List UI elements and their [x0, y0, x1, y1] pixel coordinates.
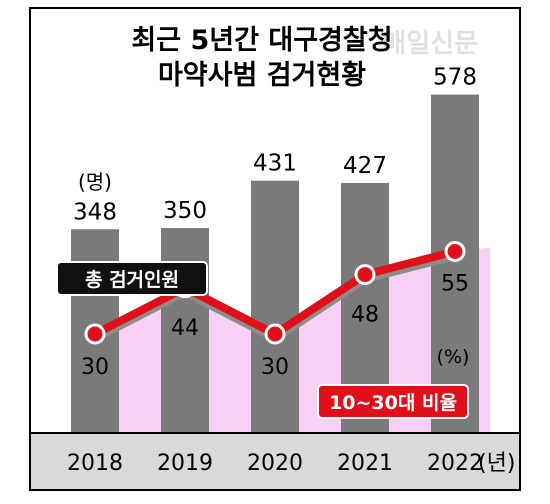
x-tick-2020: 2020 [247, 451, 303, 476]
x-tick-2022: 2022 [427, 451, 483, 476]
rate-label-2021: 48 [351, 303, 379, 328]
bar-label-2020: 431 [253, 151, 297, 177]
bar-label-2018: 348 [73, 199, 117, 225]
chart-title-line-1: 최근 5년간 대구경찰청 [131, 25, 392, 56]
legend-bar-label: 총 검거인원 [85, 269, 179, 291]
rate-point-2021 [354, 264, 376, 286]
rate-point-2022 [444, 241, 466, 262]
rate-point-2018 [84, 323, 106, 345]
x-tick-2018: 2018 [67, 451, 123, 476]
tick-layer: 2018 2019 2020 2021 2022 [67, 451, 483, 476]
label-layer: 348 350 431 427 578 30 44 30 48 55 [73, 65, 477, 380]
rate-label-2018: 30 [81, 355, 109, 380]
rate-point-2020 [264, 323, 286, 345]
bar-label-2022: 578 [433, 65, 477, 91]
rate-label-2019: 44 [171, 316, 199, 341]
rate-label-2022: 55 [441, 272, 469, 297]
legend-line-box [317, 384, 469, 419]
x-axis-strip [31, 433, 519, 489]
x-unit-label: (년) [478, 451, 515, 476]
bar-2020 [251, 180, 299, 433]
rate-label-2020: 30 [261, 355, 289, 380]
bar-label-2021: 427 [343, 153, 387, 179]
legend-line: 10~30대 비율 [317, 384, 469, 419]
line-unit-label: (%) [437, 346, 470, 368]
legend-line-label: 10~30대 비율 [329, 392, 457, 414]
x-tick-2021: 2021 [337, 451, 393, 476]
watermark: 매일신문 [382, 29, 478, 59]
chart-title-line-2: 마약사범 검거현황 [158, 60, 366, 91]
legend-bar-box [56, 261, 208, 296]
bar-unit-label: (명) [78, 170, 112, 194]
x-tick-2019: 2019 [157, 451, 213, 476]
bar-label-2019: 350 [163, 198, 207, 224]
legend-bar: 총 검거인원 [56, 261, 208, 296]
